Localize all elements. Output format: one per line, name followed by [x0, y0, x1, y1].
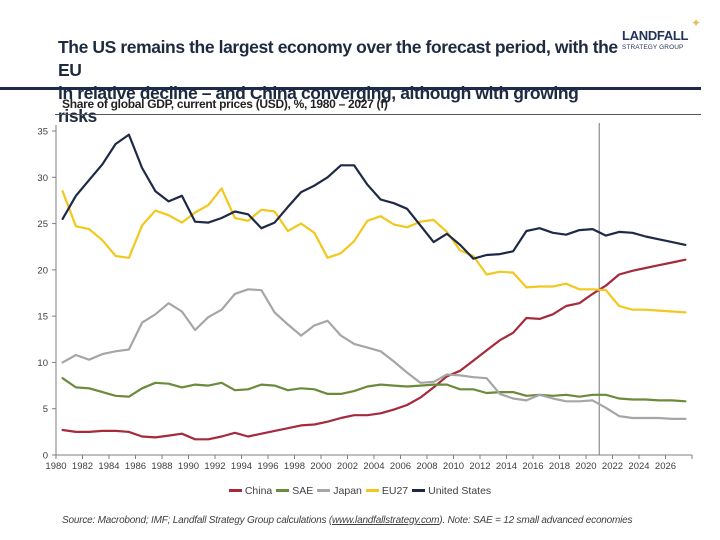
x-tick-label: 2012 — [469, 461, 490, 472]
source-note: Source: Macrobond; IMF; Landfall Strateg… — [62, 515, 633, 526]
y-tick-label: 5 — [43, 404, 48, 415]
x-tick-label: 1994 — [231, 461, 252, 472]
x-tick-label: 2026 — [655, 461, 676, 472]
x-tick-label: 2000 — [310, 461, 331, 472]
four-point-star-icon: ✦ — [691, 16, 702, 30]
legend-item: SAE — [276, 485, 313, 497]
y-tick-label: 20 — [37, 265, 48, 276]
y-tick-label: 0 — [43, 451, 48, 462]
x-tick-label: 1984 — [98, 461, 119, 472]
series-line-china — [61, 258, 687, 441]
chart-legend: China SAE Japan EU27 United States — [0, 485, 720, 497]
x-tick-label: 2016 — [522, 461, 543, 472]
legend-swatch — [276, 488, 290, 492]
legend-item: United States — [412, 485, 491, 497]
legend-label: Japan — [333, 485, 362, 497]
x-tick-label: 1990 — [178, 461, 199, 472]
chart-series — [61, 133, 687, 441]
y-tick-label: 35 — [37, 127, 48, 138]
title-divider — [0, 87, 701, 90]
y-tick-label: 25 — [37, 219, 48, 230]
x-tick-label: 1992 — [204, 461, 225, 472]
x-tick-label: 2002 — [337, 461, 358, 472]
legend-label: SAE — [292, 485, 314, 497]
logo-subtitle: STRATEGY GROUP — [622, 44, 684, 51]
x-tick-label: 2010 — [443, 461, 464, 472]
title-line-1: The US remains the largest economy over … — [58, 37, 618, 80]
chart-title-divider — [55, 114, 701, 115]
legend-swatch — [412, 488, 426, 492]
x-tick-label: 2020 — [575, 461, 596, 472]
x-tick-label: 2014 — [496, 461, 517, 472]
x-tick-label: 2006 — [390, 461, 411, 472]
x-tick-label: 1982 — [72, 461, 93, 472]
source-suffix: ). Note: SAE = 12 small advanced economi… — [439, 515, 633, 526]
chart-axes: 0 5 10 15 20 25 30 35 1980 1982 1984 1986 1988 1990 19… — [37, 123, 693, 472]
logo-name: LANDFALL — [622, 28, 689, 43]
x-tick-label: 2018 — [549, 461, 570, 472]
x-tick-label: 1998 — [284, 461, 305, 472]
legend-item: Japan — [317, 485, 362, 497]
x-tick-label: 2022 — [602, 461, 623, 472]
legend-swatch — [317, 488, 331, 492]
series-line-eu27 — [61, 187, 687, 314]
y-tick-label: 10 — [37, 358, 48, 369]
series-line-united-states — [61, 133, 687, 260]
x-tick-label: 2008 — [416, 461, 437, 472]
legend-label: United States — [428, 485, 492, 497]
source-link[interactable]: www.landfallstrategy.com — [331, 515, 440, 526]
y-tick-label: 30 — [37, 173, 48, 184]
legend-swatch — [228, 488, 242, 492]
x-tick-label: 2024 — [628, 461, 649, 472]
x-tick-label: 1996 — [257, 461, 278, 472]
series-line-sae — [61, 377, 687, 403]
legend-item: EU27 — [365, 485, 409, 497]
x-tick-label: 1980 — [45, 461, 66, 472]
legend-swatch — [365, 488, 379, 492]
legend-label: China — [244, 485, 273, 497]
legend-label: EU27 — [381, 485, 409, 497]
y-tick-label: 15 — [37, 312, 48, 323]
landfall-logo: ✦ LANDFALL STRATEGY GROUP — [620, 14, 710, 58]
x-tick-label: 1988 — [151, 461, 172, 472]
chart-title: Share of global GDP, current prices (USD… — [62, 97, 388, 111]
series-line-japan — [61, 288, 687, 420]
source-prefix: Source: Macrobond; IMF; Landfall Strateg… — [62, 515, 332, 526]
x-tick-label: 2004 — [363, 461, 384, 472]
x-tick-label: 1986 — [125, 461, 146, 472]
legend-item: China — [228, 485, 273, 497]
